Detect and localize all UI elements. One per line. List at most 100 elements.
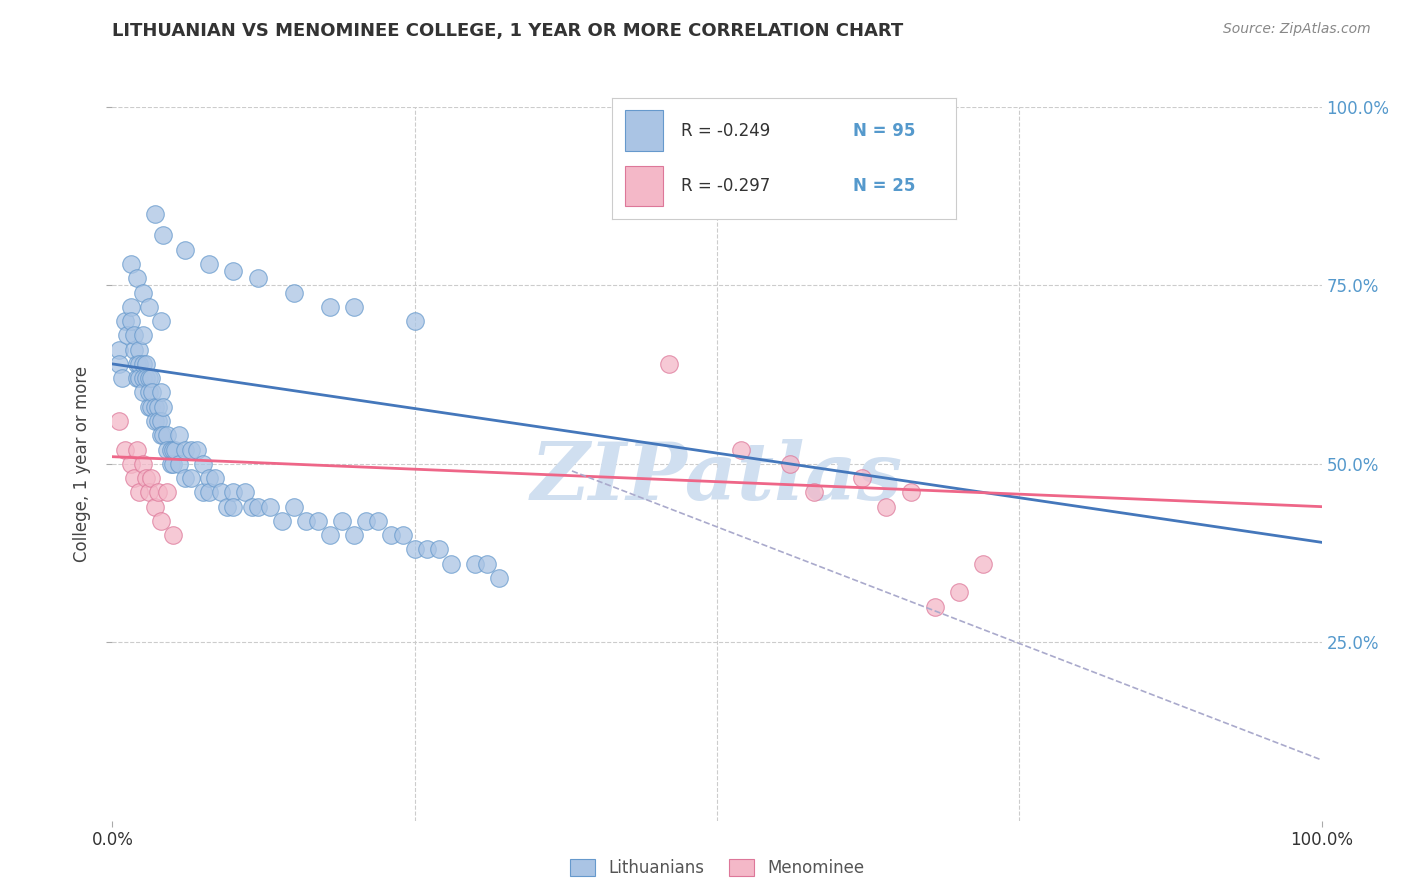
Point xyxy=(149,414,172,428)
Point xyxy=(198,471,221,485)
Point xyxy=(111,371,134,385)
Point xyxy=(128,371,150,385)
Point xyxy=(191,457,214,471)
Point xyxy=(148,400,170,414)
Point xyxy=(125,442,148,457)
Point xyxy=(120,257,142,271)
Point xyxy=(143,207,166,221)
Point xyxy=(204,471,226,485)
Point xyxy=(162,442,184,457)
Point xyxy=(343,528,366,542)
Point xyxy=(114,314,136,328)
Point xyxy=(125,371,148,385)
Point xyxy=(141,385,163,400)
Point xyxy=(107,414,129,428)
Text: N = 95: N = 95 xyxy=(852,121,915,140)
Point xyxy=(114,442,136,457)
Point xyxy=(143,500,166,514)
Point xyxy=(149,314,172,328)
Point xyxy=(149,428,172,442)
Point xyxy=(875,500,897,514)
Point xyxy=(159,457,181,471)
Point xyxy=(972,557,994,571)
Point xyxy=(851,471,873,485)
Point xyxy=(167,428,190,442)
Point xyxy=(198,257,221,271)
Point xyxy=(138,485,160,500)
Point xyxy=(167,457,190,471)
Point xyxy=(138,385,160,400)
Point xyxy=(246,500,269,514)
Point xyxy=(283,285,305,300)
Point xyxy=(148,414,170,428)
Point xyxy=(156,428,179,442)
Point xyxy=(198,485,221,500)
Point xyxy=(143,414,166,428)
Point xyxy=(128,357,150,371)
Text: N = 25: N = 25 xyxy=(852,177,915,195)
Point xyxy=(270,514,292,528)
Point xyxy=(138,300,160,314)
Point xyxy=(120,300,142,314)
Point xyxy=(174,243,197,257)
Point xyxy=(343,300,366,314)
Point xyxy=(149,514,172,528)
Point xyxy=(803,485,825,500)
Text: R = -0.249: R = -0.249 xyxy=(681,121,769,140)
Point xyxy=(152,228,174,243)
Point xyxy=(135,371,157,385)
Point xyxy=(464,557,486,571)
Point xyxy=(135,357,157,371)
Point xyxy=(152,428,174,442)
Point xyxy=(120,314,142,328)
Point xyxy=(259,500,281,514)
Point xyxy=(107,357,129,371)
Point xyxy=(120,457,142,471)
Point xyxy=(138,371,160,385)
Point xyxy=(174,471,197,485)
Point xyxy=(191,485,214,500)
Point xyxy=(132,457,155,471)
Point xyxy=(180,442,202,457)
Point xyxy=(356,514,378,528)
Point xyxy=(240,500,263,514)
Point xyxy=(180,471,202,485)
Point xyxy=(246,271,269,285)
Point xyxy=(779,457,801,471)
Point xyxy=(165,442,187,457)
Bar xyxy=(626,166,664,206)
Point xyxy=(135,471,157,485)
Point xyxy=(115,328,138,343)
Point xyxy=(319,300,342,314)
Text: Source: ZipAtlas.com: Source: ZipAtlas.com xyxy=(1223,22,1371,37)
Point xyxy=(159,442,181,457)
Point xyxy=(128,485,150,500)
Point xyxy=(380,528,402,542)
Point xyxy=(162,528,184,542)
Point xyxy=(924,599,946,614)
Point xyxy=(658,357,681,371)
Point xyxy=(162,457,184,471)
Point xyxy=(235,485,257,500)
Point xyxy=(427,542,450,557)
Point xyxy=(138,400,160,414)
Point xyxy=(132,285,155,300)
Point xyxy=(283,500,305,514)
Point xyxy=(122,328,145,343)
Point xyxy=(156,442,179,457)
Point xyxy=(222,485,245,500)
Point xyxy=(132,385,155,400)
Text: LITHUANIAN VS MENOMINEE COLLEGE, 1 YEAR OR MORE CORRELATION CHART: LITHUANIAN VS MENOMINEE COLLEGE, 1 YEAR … xyxy=(112,22,904,40)
Point xyxy=(222,500,245,514)
Point xyxy=(125,271,148,285)
Point xyxy=(295,514,318,528)
Point xyxy=(404,314,426,328)
Point xyxy=(209,485,232,500)
Point xyxy=(440,557,463,571)
Point xyxy=(900,485,922,500)
Point xyxy=(156,485,179,500)
Point xyxy=(148,485,170,500)
Point xyxy=(143,400,166,414)
Point xyxy=(141,400,163,414)
Point xyxy=(107,343,129,357)
